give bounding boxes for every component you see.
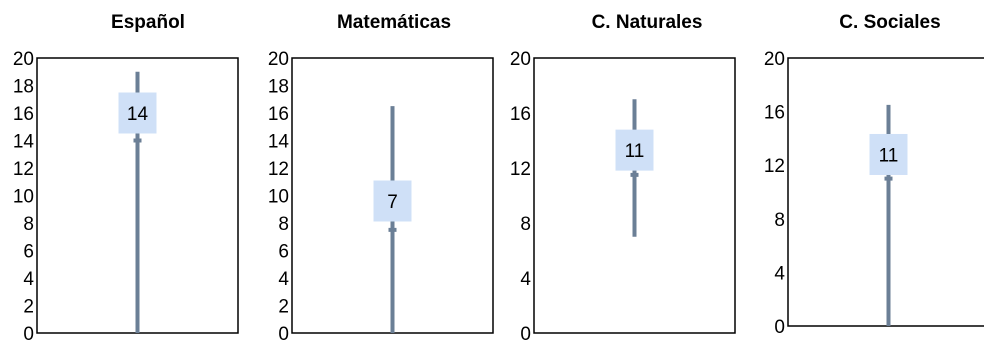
y-tick-label: 4	[278, 269, 289, 290]
y-tick-label: 16	[13, 104, 34, 125]
y-tick-label: 0	[774, 317, 785, 338]
y-tick-label: 12	[764, 156, 785, 177]
y-tick-label: 8	[774, 210, 785, 231]
y-tick-label: 4	[774, 263, 785, 284]
y-tick-label: 20	[268, 49, 289, 70]
y-tick-label: 2	[23, 297, 34, 318]
y-tick-label: 18	[13, 77, 34, 98]
y-tick-label: 0	[278, 324, 289, 341]
y-tick-label: 10	[268, 187, 289, 208]
value-label-box	[615, 129, 654, 171]
y-tick-label: 4	[520, 269, 531, 290]
chart-panel-1: Español 0 2 4 6 8 10 12 14 16 18 20 14	[13, 12, 239, 341]
y-tick-label: 14	[268, 132, 290, 153]
chart-title: C. Naturales	[592, 12, 703, 33]
value-label-box	[118, 92, 157, 134]
y-tick-label: 8	[520, 214, 531, 235]
y-tick-label: 20	[510, 49, 531, 70]
y-tick-label: 16	[764, 103, 785, 124]
value-label: 11	[625, 141, 645, 162]
value-label-box	[373, 180, 412, 222]
y-tick-label: 6	[23, 242, 34, 263]
y-tick-label: 0	[520, 324, 531, 341]
y-tick-label: 20	[13, 49, 34, 70]
y-tick-label: 16	[268, 104, 289, 125]
y-tick-label: 8	[278, 214, 289, 235]
y-tick-label: 6	[278, 242, 289, 263]
chart-panel-2: Matemáticas 0 2 4 6 8 10 12 14 16 18 20 7	[268, 12, 494, 341]
chart-title: Español	[111, 12, 185, 33]
y-tick-label: 0	[23, 324, 34, 341]
y-tick-label: 14	[13, 132, 35, 153]
y-tick-label: 4	[23, 269, 34, 290]
chart-panel-3: C. Naturales 0 4 8 12 16 20 11	[510, 12, 736, 341]
chart-title: Matemáticas	[337, 12, 451, 33]
plot-frame	[533, 57, 736, 334]
y-tick-label: 10	[13, 187, 34, 208]
y-tick-label: 16	[510, 104, 531, 125]
y-tick-label: 12	[13, 159, 34, 180]
y-tick-label: 12	[268, 159, 289, 180]
y-tick-label: 2	[278, 297, 289, 318]
value-label: 14	[127, 104, 149, 125]
y-tick-label: 18	[268, 77, 289, 98]
value-label: 7	[387, 192, 398, 213]
value-label-box	[869, 133, 908, 175]
plot-frame	[787, 57, 984, 327]
y-tick-label: 20	[764, 49, 785, 70]
y-tick-label: 12	[510, 159, 531, 180]
chart-title: C. Sociales	[839, 12, 940, 33]
chart-panel-4: C. Sociales 0 4 8 12 16 20 11	[764, 12, 984, 338]
value-label: 11	[879, 145, 899, 166]
y-tick-label: 8	[23, 214, 34, 235]
